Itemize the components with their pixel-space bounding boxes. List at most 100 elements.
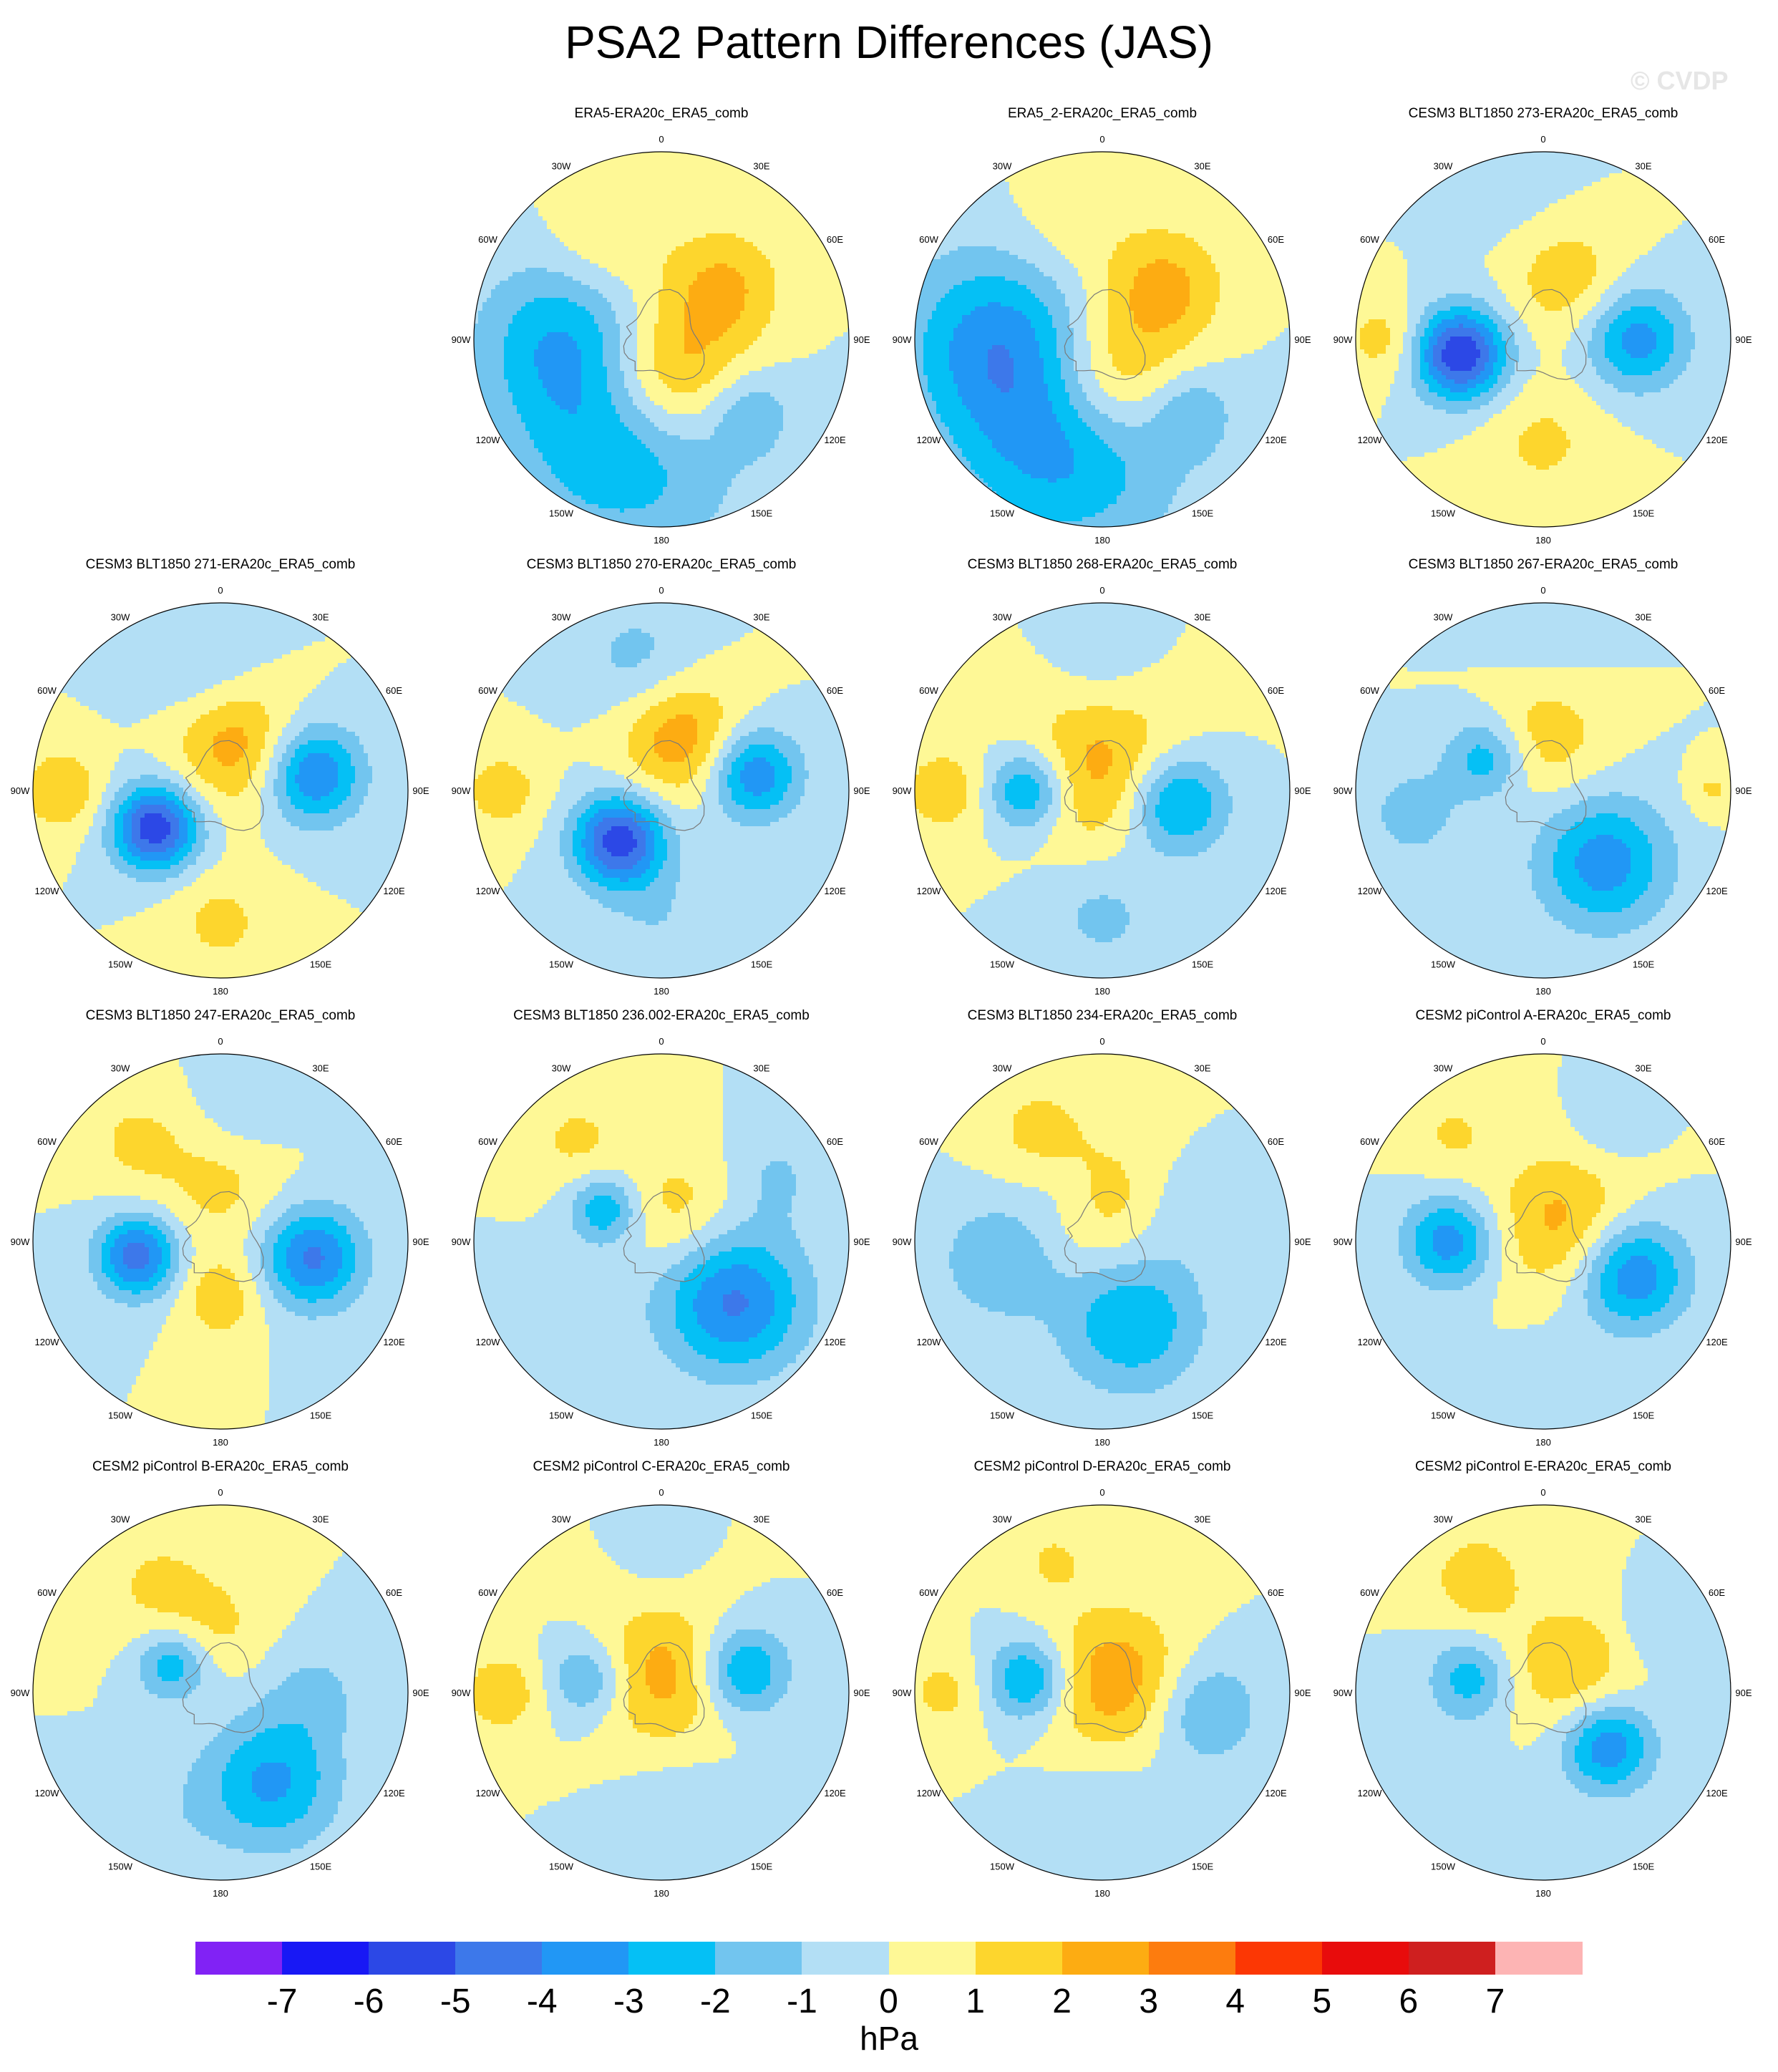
contour-cell	[594, 384, 599, 389]
contour-cell	[693, 328, 698, 333]
contour-cell	[727, 345, 732, 350]
contour-cell	[504, 289, 509, 294]
contour-cell	[779, 367, 784, 372]
contour-cell	[757, 388, 762, 393]
contour-cell	[792, 311, 797, 316]
contour-cell	[714, 337, 719, 342]
contour-cell	[757, 354, 762, 359]
contour-cell	[796, 276, 801, 281]
contour-cell	[573, 212, 578, 217]
contour-cell	[847, 371, 852, 376]
contour-cell	[504, 281, 509, 286]
contour-cell	[633, 422, 638, 427]
contour-cell	[594, 195, 599, 200]
contour-cell	[530, 397, 535, 402]
contour-cell	[762, 216, 767, 221]
contour-cell	[637, 229, 642, 234]
contour-cell	[770, 332, 775, 337]
contour-cell	[521, 238, 526, 243]
contour-cell	[680, 276, 685, 281]
contour-cell	[504, 294, 509, 299]
contour-cell	[676, 405, 681, 410]
contour-cell	[813, 242, 818, 247]
contour-cell	[732, 375, 737, 380]
contour-cell	[667, 225, 672, 230]
contour-cell	[727, 263, 732, 268]
contour-cell	[581, 431, 586, 436]
contour-cell	[663, 251, 668, 256]
contour-cell	[564, 276, 569, 281]
contour-cell	[667, 397, 672, 402]
contour-cell	[659, 358, 664, 363]
contour-cell	[474, 384, 479, 389]
contour-cell	[512, 337, 518, 342]
contour-cell	[830, 341, 835, 346]
contour-cell	[551, 203, 556, 208]
contour-cell	[508, 431, 513, 436]
contour-cell	[710, 294, 715, 299]
contour-cell	[684, 418, 689, 423]
contour-cell	[603, 178, 608, 183]
contour-cell	[654, 203, 659, 208]
contour-cell	[517, 367, 522, 372]
contour-cell	[581, 332, 586, 337]
contour-cell	[598, 328, 603, 333]
contour-cell	[555, 186, 560, 191]
contour-cell	[577, 246, 582, 251]
contour-cell	[616, 281, 621, 286]
contour-cell	[701, 251, 706, 256]
contour-cell	[774, 362, 779, 367]
contour-cell	[680, 418, 685, 423]
contour-cell	[757, 298, 762, 303]
contour-cell	[757, 272, 762, 277]
contour-cell	[835, 388, 840, 393]
contour-cell	[517, 431, 522, 436]
contour-cell	[826, 349, 831, 354]
contour-cell	[624, 195, 629, 200]
contour-cell	[654, 229, 659, 234]
contour-cell	[822, 251, 827, 256]
contour-cell	[530, 281, 535, 286]
contour-cell	[551, 324, 556, 329]
contour-cell	[762, 251, 767, 256]
contour-cell	[736, 362, 741, 367]
contour-cell	[586, 225, 591, 230]
contour-cell	[749, 233, 754, 238]
contour-cell	[753, 405, 758, 410]
contour-cell	[762, 362, 767, 367]
contour-cell	[508, 259, 513, 264]
contour-cell	[620, 422, 625, 427]
contour-cell	[641, 362, 646, 367]
contour-cell	[641, 281, 646, 286]
contour-cell	[525, 349, 530, 354]
contour-cell	[783, 319, 788, 324]
contour-cell	[573, 345, 578, 350]
contour-cell	[508, 375, 513, 380]
contour-cell	[616, 324, 621, 329]
contour-cell	[706, 306, 711, 311]
contour-cell	[478, 349, 483, 354]
contour-cell	[573, 289, 578, 294]
contour-cell	[547, 341, 552, 346]
contour-cell	[783, 345, 788, 350]
contour-cell	[697, 324, 702, 329]
contour-cell	[723, 276, 728, 281]
contour-cell	[667, 156, 672, 161]
contour-cell	[740, 422, 745, 427]
contour-cell	[753, 268, 758, 273]
contour-cell	[611, 397, 616, 402]
contour-cell	[508, 392, 513, 397]
contour-cell	[732, 388, 737, 393]
contour-cell	[787, 302, 792, 307]
contour-cell	[774, 315, 779, 320]
contour-cell	[676, 397, 681, 402]
contour-cell	[706, 405, 711, 410]
contour-cell	[693, 268, 698, 273]
contour-cell	[581, 410, 586, 415]
contour-cell	[757, 422, 762, 427]
contour-cell	[616, 379, 621, 384]
contour-cell	[693, 298, 698, 303]
contour-cell	[805, 242, 810, 247]
contour-cell	[753, 410, 758, 415]
contour-cell	[654, 212, 659, 217]
